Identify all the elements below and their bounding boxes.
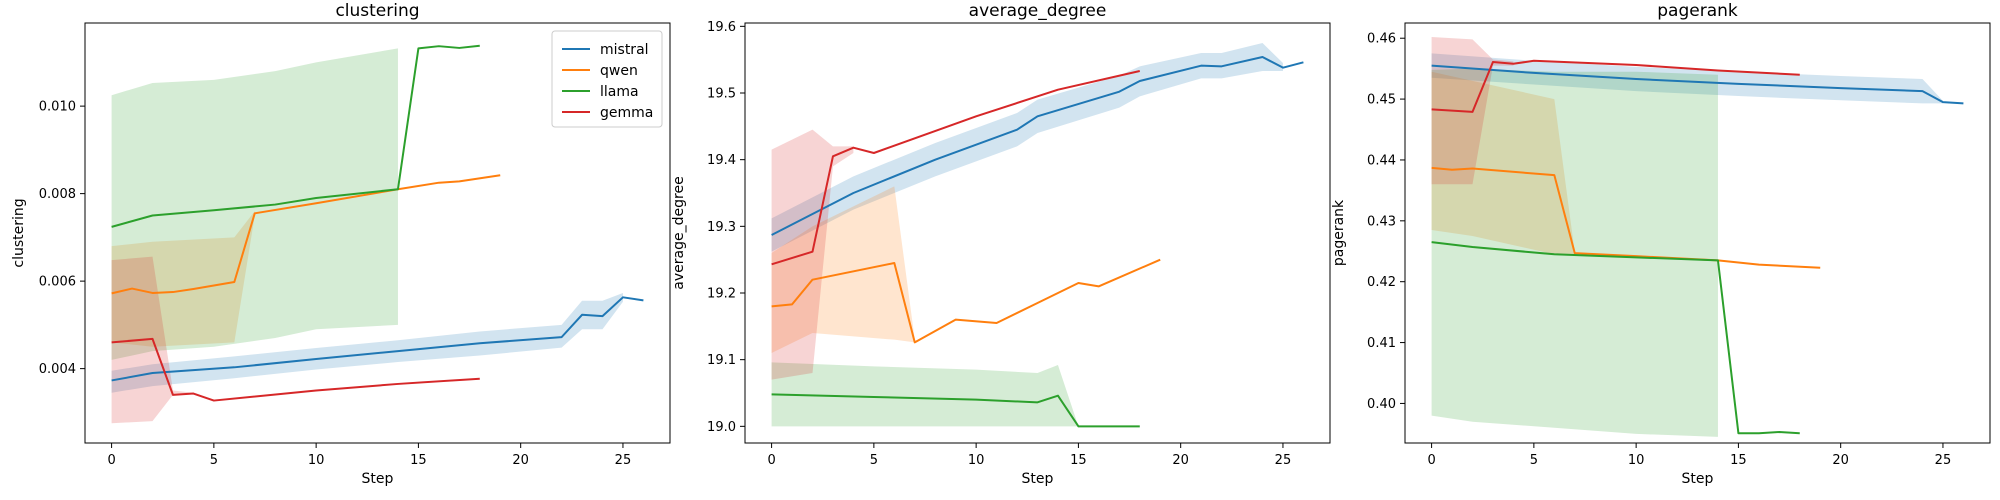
series-line-gemma	[771, 70, 1140, 266]
plot-frame	[84, 22, 671, 444]
band-llama	[771, 362, 1079, 427]
x-tick-label: 10	[1628, 453, 1645, 468]
series-line-qwen	[771, 258, 1161, 344]
series-line-qwen	[1431, 166, 1821, 269]
x-tick-label: 25	[1275, 453, 1292, 468]
y-tick-label: 0.44	[1367, 153, 1396, 168]
legend-box	[551, 30, 663, 128]
x-tick-label: 5	[210, 453, 218, 468]
x-tick-label: 15	[1070, 453, 1087, 468]
y-tick-label: 19.4	[707, 153, 736, 168]
y-axis-label: clustering	[11, 198, 27, 267]
y-tick-label: 0.40	[1367, 397, 1396, 412]
x-tick-label: 5	[870, 453, 878, 468]
y-tick-label: 0.45	[1367, 93, 1396, 108]
band-qwen	[111, 211, 255, 347]
plot-frame	[1404, 22, 1991, 444]
y-tick-label: 19.0	[707, 420, 736, 435]
y-tick-label: 0.006	[39, 275, 76, 290]
legend-label-gemma: gemma	[600, 105, 653, 121]
x-tick-label: 20	[1172, 453, 1189, 468]
chart-panel-average_degree: 0 5 10 15 20 25 19.0 19.1 19.2 19.3 19.4 19.5 19.6 av…	[671, 1, 1331, 487]
series-line-llama	[771, 393, 1140, 428]
legend-label-qwen: qwen	[600, 63, 638, 79]
chart-panel-pagerank: 0 5 10 15 20 25 0.40 0.41 0.42 0.43 0.44 0.45 0.46 pa…	[1331, 1, 1991, 487]
x-axis-label: Step	[1682, 471, 1714, 487]
y-axis-label: average_degree	[671, 176, 687, 289]
y-tick-label: 19.1	[707, 353, 736, 368]
series-line-qwen	[111, 174, 501, 295]
y-tick-label: 0.42	[1367, 275, 1396, 290]
x-tick-label: 15	[1730, 453, 1747, 468]
x-tick-label: 0	[1427, 453, 1435, 468]
series-line-mistral	[111, 296, 644, 382]
y-tick-label: 0.46	[1367, 32, 1396, 47]
band-gemma	[771, 129, 854, 380]
y-tick-label: 19.6	[707, 20, 736, 35]
y-tick-label: 19.3	[707, 220, 736, 235]
x-tick-label: 20	[1832, 453, 1849, 468]
series-line-mistral	[1431, 64, 1964, 105]
legend-label-llama: llama	[600, 84, 639, 100]
band-qwen	[1431, 71, 1575, 255]
y-tick-label: 0.008	[39, 187, 76, 202]
x-tick-label: 0	[107, 453, 115, 468]
y-tick-label: 0.43	[1367, 214, 1396, 229]
x-tick-label: 25	[615, 453, 632, 468]
legend-label-mistral: mistral	[600, 42, 649, 58]
chart-panel-clustering: 0 5 10 15 20 25 0.004 0.006 0.008 0.010 clustering…	[11, 1, 671, 487]
chart-title: clustering	[335, 1, 419, 21]
x-axis-label: Step	[362, 471, 394, 487]
x-axis-label: Step	[1022, 471, 1054, 487]
x-tick-label: 25	[1935, 453, 1952, 468]
chart-title: pagerank	[1657, 1, 1738, 21]
series-line-gemma	[111, 337, 480, 402]
x-tick-label: 0	[767, 453, 775, 468]
series-line-llama	[111, 44, 480, 228]
series-line-gemma	[1431, 59, 1800, 113]
y-tick-label: 19.5	[707, 87, 736, 102]
x-tick-label: 15	[410, 453, 427, 468]
y-tick-label: 0.010	[39, 100, 76, 115]
x-tick-label: 10	[308, 453, 325, 468]
y-axis-label: pagerank	[1331, 199, 1347, 266]
chart-title: average_degree	[969, 1, 1107, 21]
plot-frame	[744, 22, 1331, 444]
y-tick-label: 0.41	[1367, 336, 1396, 351]
x-tick-label: 20	[512, 453, 529, 468]
band-mistral	[1431, 53, 1943, 104]
series-line-mistral	[771, 56, 1304, 236]
band-llama	[111, 48, 398, 360]
legend: mistral qwen llama gemma	[551, 30, 663, 128]
x-tick-label: 5	[1530, 453, 1538, 468]
x-tick-label: 10	[968, 453, 985, 468]
y-tick-label: 19.2	[707, 287, 736, 302]
band-qwen	[771, 186, 915, 353]
y-tick-label: 0.004	[39, 362, 76, 377]
series-line-llama	[1431, 241, 1800, 435]
